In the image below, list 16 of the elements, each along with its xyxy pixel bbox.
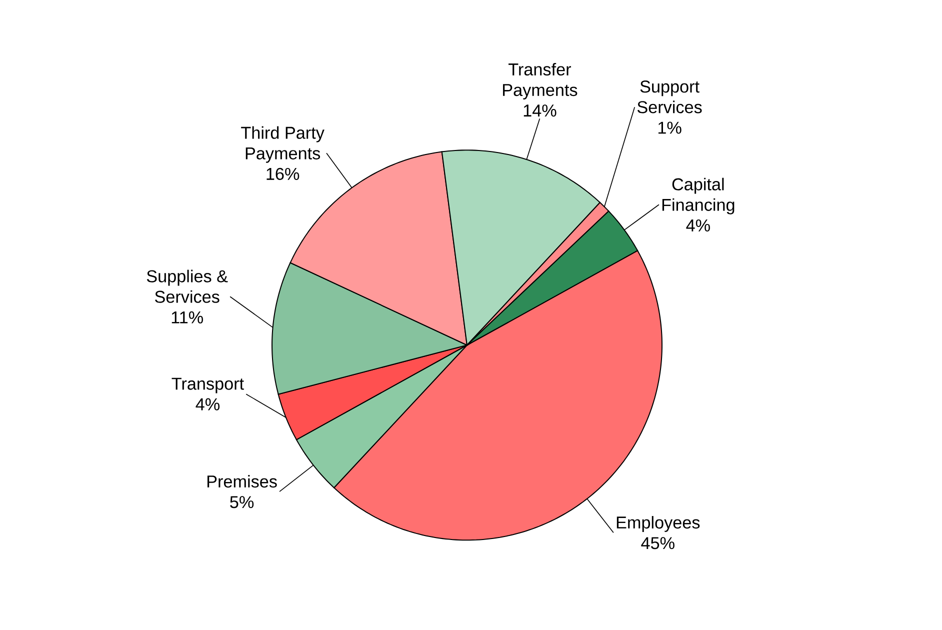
data-label: 45% — [641, 537, 674, 550]
slice-label: Support Services — [637, 80, 702, 114]
slice-label: Supplies & Services — [146, 270, 228, 304]
slice-label: Premises — [207, 475, 277, 488]
data-label: 14% — [524, 104, 556, 117]
slice-label: Transfer Payments — [503, 63, 578, 100]
data-label: 5% — [230, 496, 254, 508]
data-label: 11% — [172, 312, 204, 324]
slice-label: Employees — [616, 516, 700, 532]
slice-label: Capital Financing — [662, 178, 734, 214]
slice-label: Third Party Payments — [241, 126, 324, 163]
data-label: 1% — [658, 122, 682, 134]
slice-label: Transport — [172, 378, 244, 394]
data-label: 16% — [266, 168, 300, 180]
data-label: 4% — [686, 220, 710, 232]
data-label: 4% — [196, 398, 220, 410]
